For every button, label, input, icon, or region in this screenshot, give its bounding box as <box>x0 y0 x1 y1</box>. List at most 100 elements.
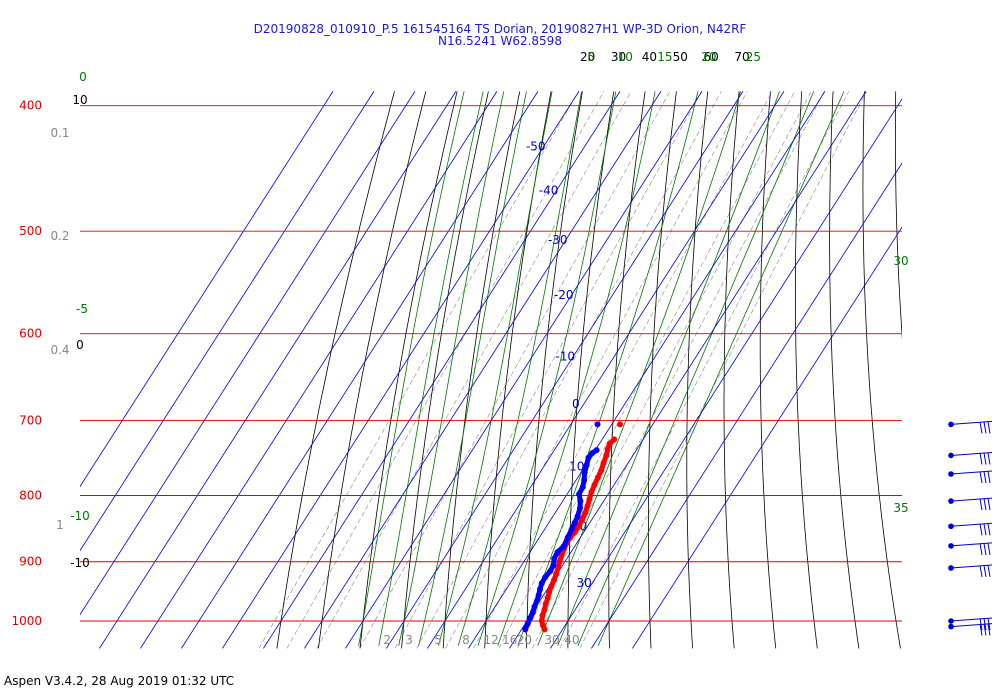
moist-adiabat-label: 0 <box>79 70 87 84</box>
isotherm-line <box>263 91 621 649</box>
mixing-ratio-label: 30 <box>544 633 559 647</box>
wind-barb-feather <box>979 471 983 484</box>
isotherm-line <box>181 91 539 649</box>
wind-barb-feather <box>979 498 983 511</box>
moist-adiabat-line <box>497 91 656 646</box>
isotherm-line <box>222 91 580 649</box>
pressure-label: 400 <box>19 99 42 113</box>
dewpoint-profile-point <box>551 555 558 562</box>
dewpoint-isolated-point <box>594 421 601 428</box>
moist-adiabat-label: 5 <box>587 50 595 64</box>
wind-barb <box>948 564 993 578</box>
isotherm-line <box>427 91 785 649</box>
temperature-profile-point <box>576 523 583 530</box>
temperature-profile-point <box>591 481 598 488</box>
isotherm-label: -30 <box>548 233 568 247</box>
dry-adiabat-label: 30 <box>611 50 626 64</box>
dry-adiabat-label: 60 <box>703 50 718 64</box>
isotherm-line <box>591 162 902 649</box>
mixing-ratio-line <box>579 91 867 649</box>
wind-barb-staff <box>950 542 993 547</box>
temperature-profile-point <box>611 436 618 443</box>
temperature-profile-point <box>553 571 560 578</box>
isotherm-line <box>80 91 375 552</box>
mixing-ratio-line <box>359 91 671 649</box>
wind-barb-staff <box>950 564 993 569</box>
dewpoint-profile-point <box>550 561 557 568</box>
moist-adiabat-label: 10 <box>618 50 633 64</box>
wind-barb-staff <box>950 420 993 425</box>
moist-adiabat-label: 35 <box>893 501 908 515</box>
dewpoint-profile-point <box>527 615 534 622</box>
mixing-ratio-label: 3 <box>405 633 413 647</box>
chart-subtitle: N16.5241 W62.8598 <box>438 34 562 48</box>
moist-adiabat-line <box>537 91 741 646</box>
wind-barb-feather <box>979 565 983 578</box>
wind-barb-feather <box>987 452 991 465</box>
moist-adiabat-line <box>438 91 553 646</box>
wind-barbs <box>948 420 993 636</box>
moist-adiabats <box>358 91 845 646</box>
isotherm-label: -50 <box>526 139 546 153</box>
wind-barb-feather <box>987 523 991 536</box>
wind-barb-feather <box>979 624 983 636</box>
dewpoint-profile-point <box>581 476 588 483</box>
dewpoint-profile-point <box>574 513 581 520</box>
wind-barb-feather <box>979 452 983 465</box>
dewpoint-profile-point <box>535 592 542 599</box>
isotherm-label: -40 <box>539 183 559 197</box>
dry-adiabat-label: 20 <box>580 50 595 64</box>
wind-barb-feather <box>983 565 987 578</box>
moist-adiabat-line <box>418 91 527 646</box>
wind-barb-feather <box>987 624 991 636</box>
wind-barb-feather <box>983 543 987 555</box>
mixing-ratio-line <box>445 91 748 649</box>
dewpoint-profile-point <box>568 526 575 533</box>
mixing-ratio-line <box>316 91 632 649</box>
dewpoint-profile-point <box>564 534 571 541</box>
isotherm-line <box>632 226 902 649</box>
temperature-profile-point <box>579 516 586 523</box>
wind-barb-feather <box>983 421 987 434</box>
dewpoint-profile-point <box>536 586 543 593</box>
mixing-ratio-line <box>286 91 605 649</box>
isotherm-line <box>468 91 826 649</box>
isotherm-line <box>80 91 334 488</box>
temperature-profile-point <box>550 577 557 584</box>
pressure-label: 900 <box>19 555 42 569</box>
isotherm-line <box>140 91 498 649</box>
temperature-profile-point <box>558 552 565 559</box>
wind-barb-staff <box>950 522 993 527</box>
moist-adiabat-line <box>477 91 617 646</box>
wind-barb <box>948 542 993 555</box>
wind-barb-feather <box>983 523 987 536</box>
dewpoint-profile-point <box>531 603 538 610</box>
isotherms <box>80 91 902 649</box>
temperature-isolated-point <box>617 421 624 428</box>
dry-adiabat-line <box>276 91 395 649</box>
axis-labels: 4005006007008009001000-50-40-30-20-10010… <box>11 50 908 647</box>
dewpoint-profile-point <box>522 626 529 633</box>
temperature-profile-point <box>603 452 610 459</box>
temperature-profile-point <box>588 488 595 495</box>
dry-adiabat-line <box>567 91 615 649</box>
mixing-ratio-label: 8 <box>462 633 470 647</box>
dewpoint-profile-point <box>529 609 536 616</box>
isotherm-label: 10 <box>569 460 584 474</box>
mixing-ratio-label: 20 <box>517 633 532 647</box>
dewpoint-profile-point <box>547 568 554 575</box>
wind-barb-feather <box>979 543 983 555</box>
dry-adiabat-label: 70 <box>734 50 749 64</box>
moist-adiabat-label: -10 <box>70 509 90 523</box>
wind-barb-feather <box>987 498 991 511</box>
dewpoint-profile-point <box>577 505 584 512</box>
moist-adiabat-line <box>597 91 845 646</box>
isobars <box>80 105 902 622</box>
dewpoint-profile-point <box>585 454 592 461</box>
mixing-ratio-label: 0.4 <box>50 343 69 357</box>
dewpoint-profile-point <box>524 620 531 627</box>
isotherm-label: -10 <box>555 350 575 364</box>
dry-adiabat-label: 40 <box>642 50 657 64</box>
dry-adiabat-line <box>484 91 552 649</box>
dry-adiabat-line <box>608 91 646 649</box>
